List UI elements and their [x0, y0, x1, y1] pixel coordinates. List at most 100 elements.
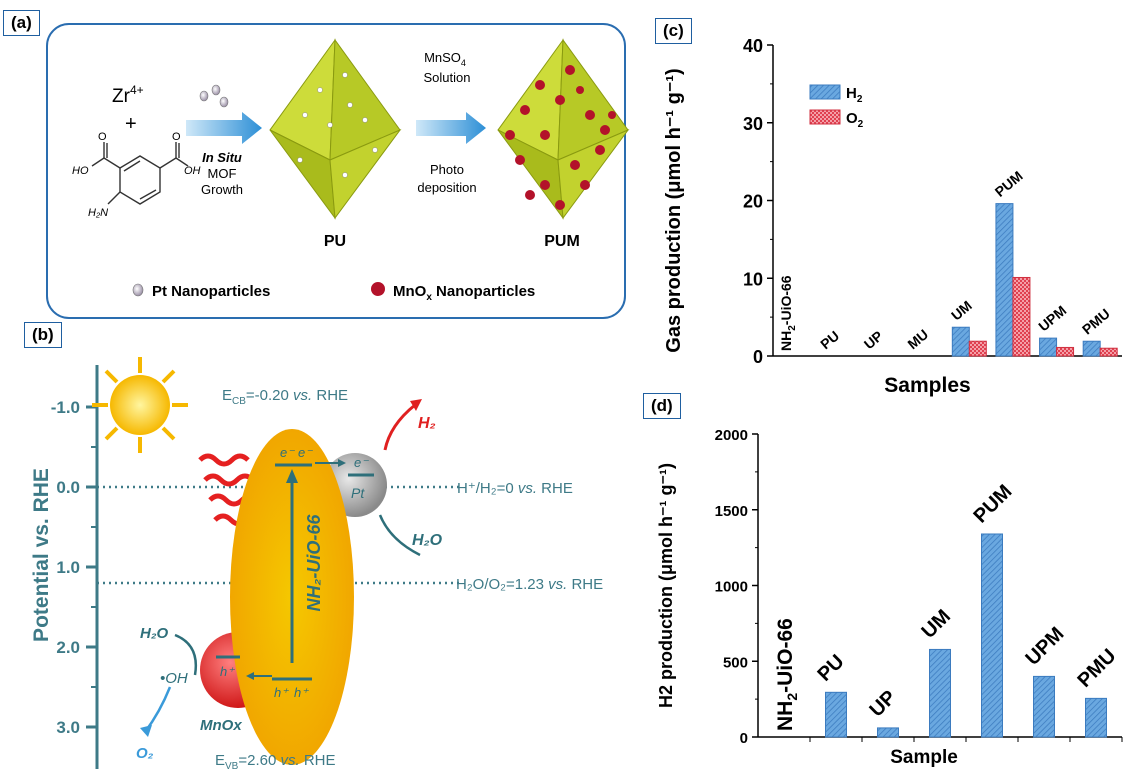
c-bar-h2: [1082, 340, 1101, 357]
c-bar-h2: [1039, 337, 1058, 357]
d-bar: [981, 533, 1003, 738]
panel-d: 0 500 1000 1500 2000 H2 production (μmol h⁻¹ …: [648, 400, 1132, 769]
c-x-axis-label: Samples: [884, 374, 970, 397]
pt-legend-icon: [132, 283, 144, 297]
c-bar-o2: [1056, 346, 1075, 357]
d-category-label: PMU: [1073, 645, 1120, 692]
c-category-label: PMU: [1079, 305, 1113, 337]
d-category-label: NH2-UiO-66: [774, 618, 800, 731]
panel-b-svg: Potential vs. RHE -1.0 0.0 1.0 2.0 3.0 H⁺/H₂…: [30, 357, 603, 772]
hole-1: h⁺: [274, 685, 289, 700]
ho-label: HO: [72, 165, 89, 177]
c-category-label: PU: [817, 328, 842, 353]
c-bar-o2: [1099, 347, 1118, 357]
h2-label: H₂: [418, 415, 436, 432]
step1-line1: In Situ: [202, 150, 242, 165]
line2-label: H₂O/O₂=1.23 vs. RHE: [456, 576, 603, 593]
c-y-tick-label: 40: [743, 36, 763, 56]
chart-c-plot: 0 10 20 30 40 Gas production (μmol h⁻¹ g⁻¹) Sa…: [663, 36, 1122, 397]
h2o-bottom-label: H₂O: [140, 625, 169, 642]
chart-d-plot: 0 500 1000 1500 2000 H2 production (μmol h⁻¹ …: [656, 427, 1123, 768]
h2o-arrow: [378, 514, 421, 557]
step2-line2: Solution: [424, 70, 471, 85]
c-y-axis-label: Gas production (μmol h⁻¹ g⁻¹): [663, 68, 685, 352]
o-label-2: O: [172, 131, 181, 143]
panel-a: Zr4+ + HO OH O O H₂N In Situ MOF: [0, 0, 640, 330]
ecb-label: ECB=-0.20 vs. RHE: [222, 387, 348, 407]
d-bar: [929, 648, 951, 738]
d-category-label: UPM: [1021, 623, 1068, 670]
step1-line2: MOF: [208, 166, 237, 181]
pum-octahedron: [497, 38, 630, 220]
c-y-tick-label: 0: [753, 347, 763, 367]
pt-particle-icon: [211, 84, 221, 96]
panel-a-label: (a): [3, 10, 40, 36]
o2-label: O₂: [136, 745, 154, 762]
d-bar: [877, 727, 899, 738]
pt-particle-icon: [219, 96, 229, 108]
b-tick-label: 1.0: [56, 558, 80, 577]
mof-name: NH₂-UiO-66: [304, 514, 324, 612]
arrowhead-icon: [338, 459, 346, 467]
o-label-1: O: [98, 131, 107, 143]
mnox-legend-icon: [371, 282, 385, 296]
arrowhead-icon: [410, 399, 422, 411]
h2o-top-label: H₂O: [412, 532, 443, 549]
pt-label: Pt: [351, 485, 365, 501]
y-axis-label: Potential vs. RHE: [30, 468, 53, 642]
legend-o2: O2: [846, 110, 864, 130]
panel-a-frame: [46, 23, 626, 319]
b-tick-group: -1.0 0.0 1.0 2.0 3.0: [51, 398, 97, 737]
step1-line3: Growth: [201, 182, 243, 197]
oxidation-arrow: [174, 633, 198, 676]
panel-c-label: (c): [655, 18, 692, 44]
electron-3: e⁻: [354, 455, 369, 470]
d-category-label: UP: [865, 686, 900, 721]
arrowhead-icon: [140, 725, 152, 737]
panel-d-label: (d): [643, 393, 681, 419]
legend-pt: Pt Nanoparticles: [152, 283, 270, 300]
c-category-label: NH2-UiO-66: [778, 275, 798, 351]
c-category-label: UPM: [1035, 302, 1069, 334]
d-y-axis-label: H2 production (μmol h⁻¹ g⁻¹): [656, 463, 676, 708]
step2-line4: deposition: [417, 180, 476, 195]
d-y-tick-label: 500: [723, 654, 748, 671]
line1-label: H⁺/H₂=0 vs. RHE: [457, 480, 573, 497]
oh-label: •OH: [160, 670, 188, 687]
d-category-label: UM: [917, 605, 955, 643]
d-y-tick-label: 2000: [715, 427, 748, 444]
d-y-tick-label: 1000: [715, 579, 748, 596]
c-category-label: UP: [861, 328, 886, 353]
c-y-tick-label: 10: [743, 269, 763, 289]
c-category-label: MU: [904, 326, 931, 352]
b-tick-label: 0.0: [56, 478, 80, 497]
c-bar-h2: [951, 326, 970, 357]
c-bar-o2: [1012, 276, 1031, 357]
d-bar: [1085, 697, 1107, 738]
linker-structure-icon: [91, 142, 189, 205]
step2-line1: MnSO4: [424, 50, 466, 68]
oh-label: OH: [184, 165, 201, 177]
c-category-label: UM: [948, 297, 975, 323]
chart-d-svg: 0 500 1000 1500 2000 H2 production (μmol h⁻¹ …: [656, 427, 1123, 768]
c-category-label: PUM: [992, 168, 1026, 200]
panel-c: 0 10 20 30 40 Gas production (μmol h⁻¹ g⁻¹) Sa…: [648, 0, 1132, 410]
pu-octahedron: [269, 38, 402, 220]
hole-3: h⁺: [220, 664, 235, 679]
legend-o2-swatch: [809, 109, 841, 125]
o2-arrow: [143, 686, 172, 733]
step2-line3: Photo: [430, 162, 464, 177]
d-bar: [825, 691, 847, 738]
d-category-label: PU: [813, 651, 848, 686]
electron-1: e⁻: [280, 445, 295, 460]
hole-2: h⁺: [294, 685, 309, 700]
electron-2: e⁻: [298, 445, 313, 460]
panel-a-svg: Zr4+ + HO OH O O H₂N In Situ MOF: [46, 23, 630, 319]
product2-label: PUM: [544, 233, 580, 250]
h2n-label: H₂N: [88, 207, 108, 219]
d-y-tick-label: 1500: [715, 503, 748, 520]
b-tick-label: 3.0: [56, 718, 80, 737]
mnox-label: MnOx: [200, 717, 242, 734]
d-y-tick-label: 0: [740, 730, 748, 747]
panel-b-label: (b): [24, 322, 62, 348]
